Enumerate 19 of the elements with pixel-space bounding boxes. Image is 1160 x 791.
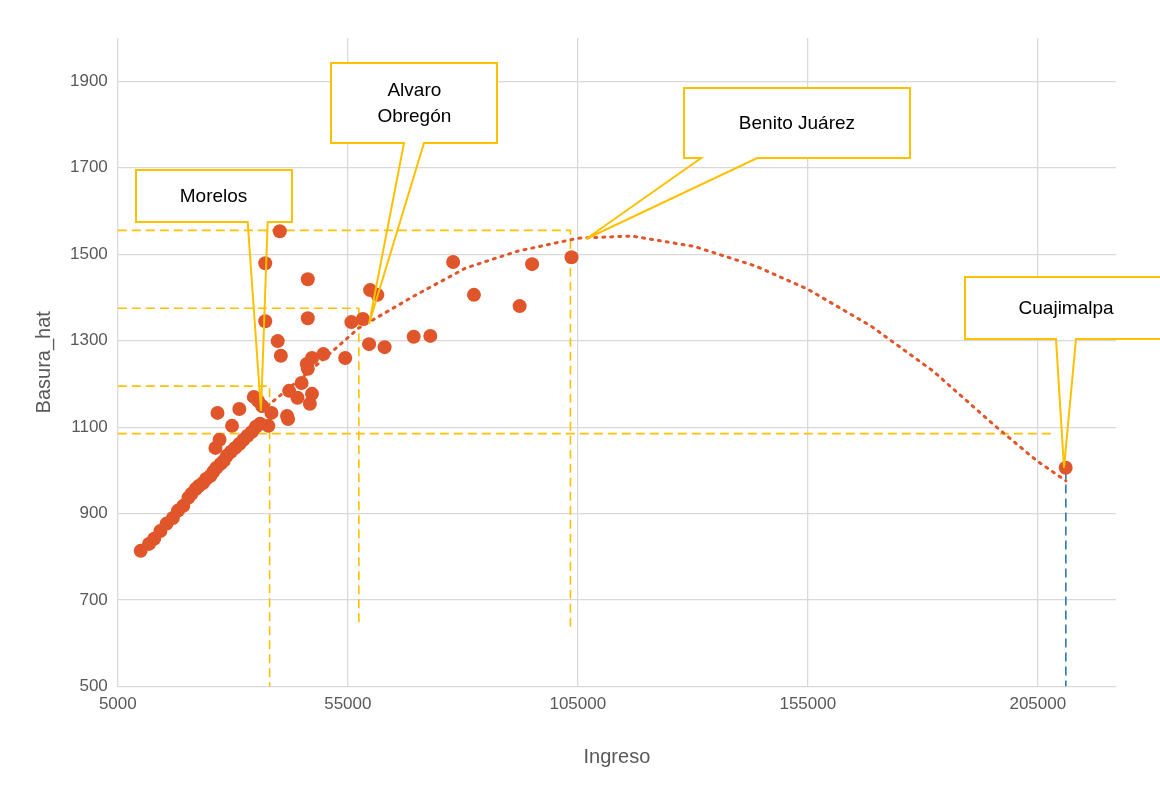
y-tick-label: 1300 <box>69 330 108 350</box>
annotation: Alvaro Obregón <box>376 78 453 129</box>
y-tick-label: 500 <box>79 676 108 696</box>
annotation: Benito Juárez <box>738 111 856 136</box>
x-tick-label: 105000 <box>549 694 607 714</box>
x-tick-label: 155000 <box>779 694 837 714</box>
annotation: Cuajimalpa <box>1018 296 1114 320</box>
y-tick-label: 900 <box>79 503 108 523</box>
annotation: Morelos <box>179 183 248 208</box>
y-tick-label: 1900 <box>69 70 108 90</box>
x-tick-label: 55000 <box>324 694 372 714</box>
y-axis-title: Basura_hat <box>31 310 55 414</box>
x-tick-label: 5000 <box>98 694 137 714</box>
x-tick-label: 205000 <box>1009 694 1067 714</box>
x-axis-title: Ingreso <box>583 744 651 767</box>
y-tick-label: 1100 <box>71 416 108 436</box>
y-tick-label: 700 <box>79 589 108 609</box>
y-tick-label: 1700 <box>69 157 108 177</box>
y-tick-label: 1500 <box>69 243 108 263</box>
